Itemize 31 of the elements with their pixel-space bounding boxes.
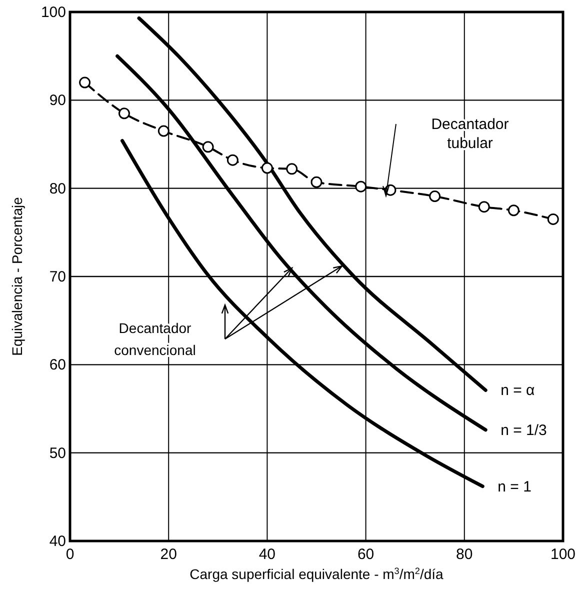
x-tick-label: 100 [550,546,576,563]
y-tick-label: 60 [49,356,66,374]
series-label: n = 1/3 [500,422,547,439]
point [478,201,490,213]
x-axis-title: Carga superficial equivalente - m$^{3}$/m$^{2}$/día [190,566,444,582]
x-tick-label: 80 [456,546,473,563]
x-tick-label: 20 [160,546,177,563]
point [547,213,559,225]
x-tick-label: 40 [258,546,276,563]
point [261,162,273,174]
y-tick-label: 40 [49,533,66,550]
point [286,163,298,175]
y-tick-label: 70 [49,268,66,286]
y-tick-label: 50 [49,444,66,462]
point [310,176,322,188]
x-tick-label: 0 [66,546,74,563]
point [226,154,238,166]
y-tick-label: 100 [40,4,66,21]
y-tick-label: 90 [49,92,66,110]
point [355,180,367,192]
y-tick-label: 80 [49,180,66,198]
point [202,141,214,153]
y-axis-title: Equivalencia - Porcentaje [9,196,25,356]
point [508,204,520,216]
point [79,76,91,88]
point [429,190,441,202]
x-tick-label: 60 [357,546,374,563]
point [118,108,130,120]
series-label: n = 1 [498,478,532,496]
point [158,125,170,137]
series-label: n = α [500,382,536,400]
